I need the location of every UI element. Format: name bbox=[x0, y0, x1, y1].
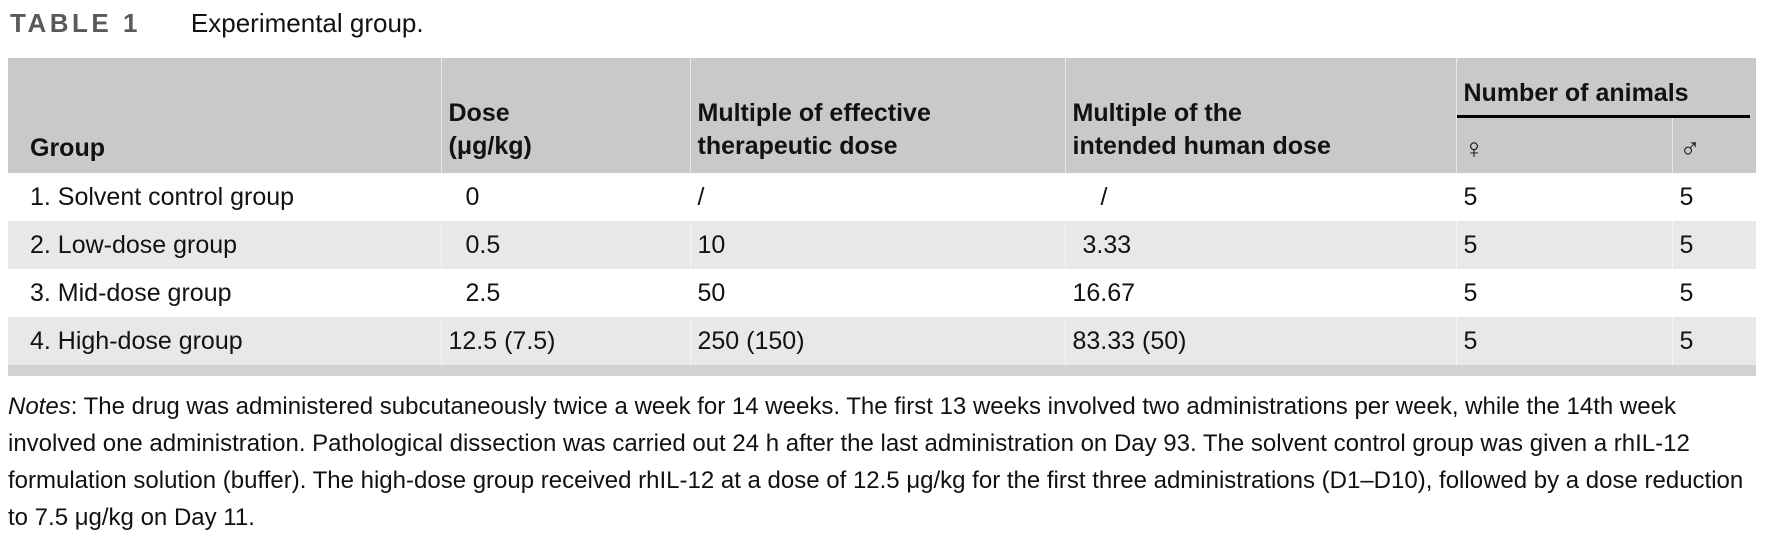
cell-male-count: 5 bbox=[1671, 173, 1756, 221]
cell-female-count: 5 bbox=[1455, 221, 1672, 269]
table-header: Group Dose (μg/kg) Multiple of effective… bbox=[8, 58, 1756, 173]
col-header-multiple-human-line2: intended human dose bbox=[1072, 132, 1331, 160]
cell-dose: 0.5 bbox=[440, 221, 690, 269]
table-body: 1. Solvent control group 0 / / 5 5 2. Lo… bbox=[8, 173, 1756, 365]
col-header-dose-line1: Dose bbox=[448, 99, 510, 127]
cell-male-count: 5 bbox=[1671, 269, 1756, 317]
cell-multiple-effective: / bbox=[689, 173, 1065, 221]
notes-label: Notes bbox=[8, 393, 71, 420]
col-header-number-of-animals: Number of animals bbox=[1455, 58, 1756, 118]
col-header-group: Group bbox=[8, 58, 441, 173]
table-row: 1. Solvent control group 0 / / 5 5 bbox=[8, 173, 1756, 221]
table-bottom-border bbox=[8, 365, 1756, 376]
cell-female-count: 5 bbox=[1455, 269, 1672, 317]
cell-group: 3. Mid-dose group bbox=[30, 278, 232, 307]
cell-male-count: 5 bbox=[1671, 317, 1756, 365]
col-header-dose: Dose (μg/kg) bbox=[440, 58, 690, 173]
col-header-multiple-effective-line2: therapeutic dose bbox=[697, 132, 898, 160]
col-header-multiple-effective: Multiple of effective therapeutic dose bbox=[689, 58, 1065, 173]
cell-multiple-effective: 10 bbox=[689, 221, 1065, 269]
cell-multiple-human: / bbox=[1064, 173, 1456, 221]
cell-female-count: 5 bbox=[1455, 317, 1672, 365]
table-row: 3. Mid-dose group 2.5 50 16.67 5 5 bbox=[8, 269, 1756, 317]
cell-female-count: 5 bbox=[1455, 173, 1672, 221]
cell-dose: 12.5 (7.5) bbox=[440, 317, 690, 365]
table-title: TABLE 1 Experimental group. bbox=[8, 8, 1770, 42]
table-number-label: TABLE 1 bbox=[10, 8, 141, 38]
col-header-dose-line2: (μg/kg) bbox=[448, 132, 532, 160]
table-row: 2. Low-dose group 0.5 10 3.33 5 5 bbox=[8, 221, 1756, 269]
col-header-multiple-effective-line1: Multiple of effective bbox=[697, 99, 931, 127]
col-header-multiple-human-line1: Multiple of the bbox=[1072, 99, 1242, 127]
cell-group: 4. High-dose group bbox=[30, 326, 243, 355]
notes-text: : The drug was administered subcutaneous… bbox=[8, 393, 1744, 531]
cell-multiple-effective: 250 (150) bbox=[689, 317, 1065, 365]
table-caption: Experimental group. bbox=[190, 8, 424, 38]
col-header-multiple-human: Multiple of the intended human dose bbox=[1064, 58, 1456, 173]
number-of-animals-spanner: Number of animals bbox=[1456, 79, 1750, 118]
cell-group: 2. Low-dose group bbox=[30, 230, 238, 259]
cell-multiple-human: 83.33 (50) bbox=[1064, 317, 1456, 365]
female-icon: ♀ bbox=[1463, 133, 1485, 164]
experimental-group-table: Group Dose (μg/kg) Multiple of effective… bbox=[8, 58, 1756, 365]
col-header-male: ♂ bbox=[1671, 118, 1756, 173]
cell-group: 1. Solvent control group bbox=[30, 182, 295, 211]
cell-multiple-human: 3.33 bbox=[1064, 221, 1456, 269]
male-icon: ♂ bbox=[1679, 133, 1701, 164]
cell-dose: 0 bbox=[440, 173, 690, 221]
cell-multiple-human: 16.67 bbox=[1064, 269, 1456, 317]
cell-male-count: 5 bbox=[1671, 221, 1756, 269]
table-row: 4. High-dose group 12.5 (7.5) 250 (150) … bbox=[8, 317, 1756, 365]
cell-dose: 2.5 bbox=[440, 269, 690, 317]
col-header-female: ♀ bbox=[1455, 118, 1672, 173]
table-notes: Notes: The drug was administered subcuta… bbox=[8, 388, 1768, 536]
cell-multiple-effective: 50 bbox=[689, 269, 1065, 317]
